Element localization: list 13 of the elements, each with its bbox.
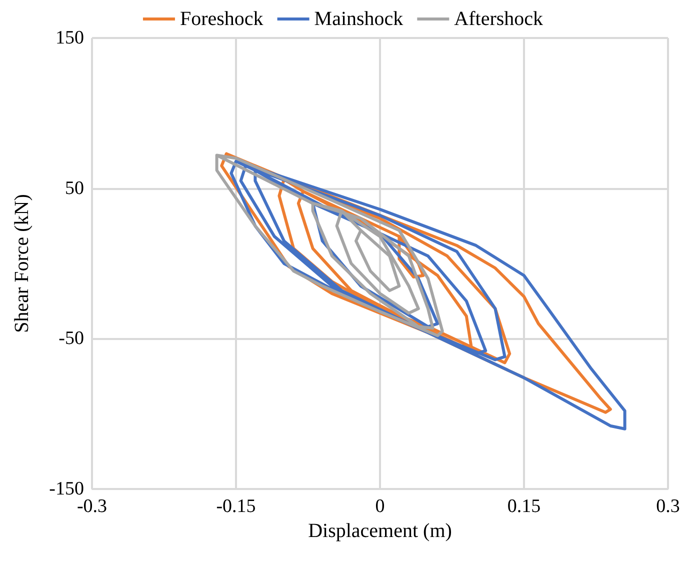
x-tick-label: 0.15 [507,496,541,517]
y-tick-label: 150 [56,28,84,48]
legend-label: Foreshock [180,8,264,30]
x-tick-label: 0.3 [656,496,680,517]
x-tick-label: 0 [375,496,385,517]
x-axis-title: Displacement (m) [308,520,452,542]
legend-label: Mainshock [314,8,404,30]
x-tick-label: -0.15 [216,496,256,517]
legend-label: Aftershock [454,8,544,30]
line-series [215,154,444,338]
y-axis-title: Shear Force (kN) [11,194,33,333]
y-tick-label: -50 [58,328,84,350]
y-tick-label: 50 [65,178,84,199]
